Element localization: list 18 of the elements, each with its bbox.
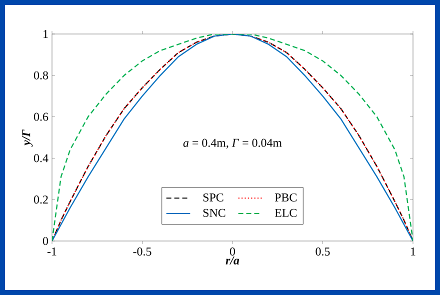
y-tick-label: 0.4 [34,154,48,162]
x-tick-label: -0.5 [133,248,152,256]
x-tick-label: 0.5 [316,248,330,256]
x-tick-label: -1 [47,248,56,256]
y-tick-label: 1 [44,30,48,38]
y-tick-label: 0 [42,236,48,246]
legend-label: SNC [203,208,226,217]
legend-label: ELC [274,208,296,217]
x-axis-title: r/a [226,256,240,264]
y-tick-label: 0.8 [34,71,48,80]
x-tick-label: 1 [411,248,416,256]
y-axis-title: y/Γ [22,130,33,147]
legend-label: SPC [203,193,224,202]
annotation: a = 0.4m, Γ = 0.04m [183,138,282,149]
x-tick-label: 0 [230,248,236,256]
legend-label: PBC [274,193,297,202]
y-tick-label: 0.2 [34,196,48,204]
y-tick-label: 0.6 [34,112,48,121]
